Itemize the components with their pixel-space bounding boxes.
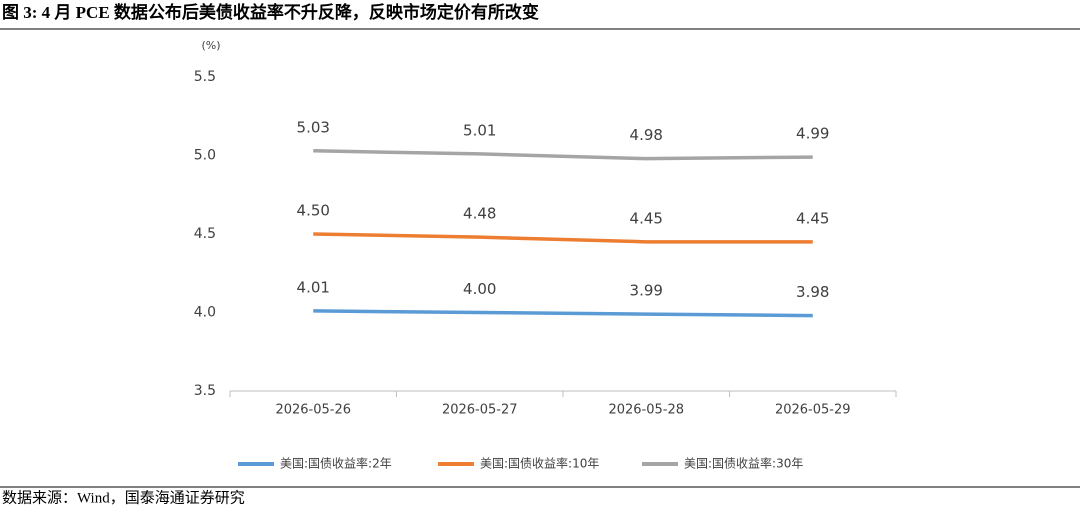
data-label: 4.48: [463, 205, 496, 223]
y-tick-label: 5.5: [194, 69, 216, 85]
y-tick-label: 4.0: [194, 305, 216, 321]
legend-label: 美国:国债收益率:10年: [480, 456, 599, 471]
data-label: 3.99: [630, 282, 663, 300]
x-tick-label: 2026-05-26: [275, 403, 351, 418]
series-line: [313, 149, 813, 161]
data-label: 4.45: [796, 209, 829, 227]
source-note: 数据来源：Wind，国泰海通证券研究: [2, 489, 245, 506]
data-label: 4.45: [630, 209, 663, 227]
legend-label: 美国:国债收益率:2年: [280, 456, 392, 471]
series-line: [313, 309, 813, 318]
series-line: [313, 232, 813, 244]
data-label: 4.98: [630, 126, 663, 144]
data-label: 4.50: [297, 202, 330, 220]
data-label: 5.01: [463, 121, 496, 139]
data-label: 4.00: [463, 280, 496, 298]
data-label: 4.99: [796, 125, 829, 143]
legend-label: 美国:国债收益率:30年: [684, 456, 803, 471]
x-tick-label: 2026-05-29: [775, 403, 851, 418]
x-tick-label: 2026-05-27: [442, 403, 518, 418]
data-label: 3.98: [796, 283, 829, 301]
data-label: 5.03: [297, 118, 330, 136]
x-tick-label: 2026-05-28: [608, 403, 684, 418]
y-tick-label: 3.5: [194, 383, 216, 399]
y-tick-label: 5.0: [194, 148, 216, 164]
y-tick-label: 4.5: [194, 226, 216, 242]
data-label: 4.01: [297, 278, 330, 296]
figure-title: 图 3: 4 月 PCE 数据公布后美债收益率不升反降，反映市场定价有所改变: [2, 2, 539, 22]
y-unit-label: (%): [201, 39, 220, 52]
